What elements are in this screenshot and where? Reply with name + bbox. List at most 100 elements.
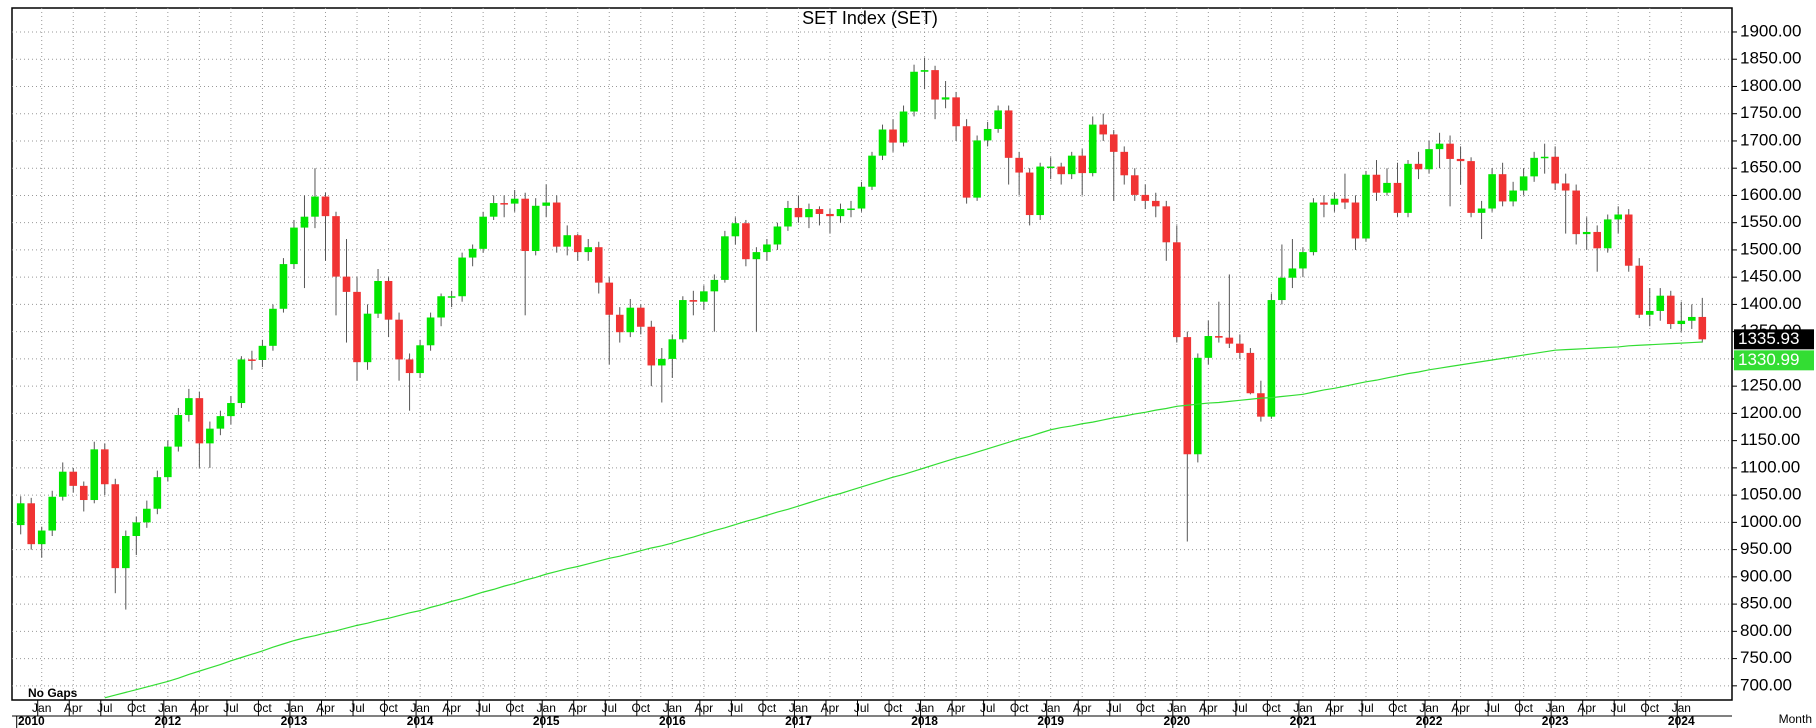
ma-value-box: [1734, 350, 1814, 371]
x-tick-label: Apr: [64, 701, 83, 715]
candle-body: [658, 358, 666, 366]
year-label: 2018: [911, 714, 938, 728]
x-tick-label: Jul: [349, 701, 364, 715]
y-tick-label: 1800.00: [1740, 76, 1801, 95]
x-tick-label: Oct: [127, 701, 146, 715]
candle-body: [69, 471, 78, 486]
candle-body: [636, 307, 645, 327]
candle-body: [1582, 231, 1591, 235]
x-tick-label: Jan: [1545, 701, 1564, 715]
candle-body: [279, 264, 288, 309]
candle-body: [889, 129, 897, 143]
candle-body: [1078, 155, 1087, 174]
x-tick-label: Oct: [631, 701, 650, 715]
candle-body: [1225, 337, 1234, 344]
candle-body: [1404, 163, 1412, 213]
candle-body: [395, 319, 403, 360]
candle-body: [1299, 252, 1307, 269]
candle-body: [1036, 166, 1044, 216]
x-tick-label: Jan: [1167, 701, 1186, 715]
x-tick-label: Jan: [158, 701, 177, 715]
candle-body: [668, 339, 677, 359]
candle-body: [931, 70, 939, 100]
year-label: 2024: [1668, 714, 1695, 728]
y-tick-label: 1550.00: [1740, 212, 1801, 231]
candle-body: [405, 359, 414, 374]
candle-body: [1194, 357, 1202, 455]
x-tick-label: Apr: [1577, 701, 1596, 715]
y-tick-label: 1050.00: [1740, 485, 1801, 504]
candle-body: [1393, 182, 1402, 213]
x-tick-label: Jul: [1106, 701, 1121, 715]
x-tick-label: Jan: [284, 701, 303, 715]
plot-area: [11, 7, 1733, 701]
candle-body: [721, 236, 729, 280]
x-tick-label: Jan: [32, 701, 51, 715]
candle-body: [48, 496, 57, 531]
x-tick-label: Apr: [1325, 701, 1344, 715]
candle-body: [143, 508, 151, 523]
candle-body: [174, 415, 183, 447]
y-tick-label: 850.00: [1740, 594, 1792, 613]
last-price-label: 1335.93: [1738, 329, 1799, 348]
candle-body: [573, 235, 582, 253]
candle-body: [1099, 124, 1108, 135]
candle-body: [742, 223, 750, 260]
x-tick-label: Oct: [1136, 701, 1155, 715]
candle-body: [132, 522, 141, 536]
candle-body: [227, 403, 235, 417]
y-tick-label: 750.00: [1740, 648, 1792, 667]
candle-body: [1120, 151, 1129, 176]
candle-body: [1204, 336, 1213, 358]
candle-body: [1236, 343, 1244, 353]
candle-body: [1666, 295, 1675, 325]
candle-body: [983, 128, 992, 141]
candle-body: [1551, 156, 1559, 184]
candle-body: [1467, 161, 1475, 213]
y-tick-label: 1450.00: [1740, 267, 1801, 286]
candle-body: [237, 359, 246, 404]
year-label: 2021: [1290, 714, 1317, 728]
candle-body: [1246, 352, 1255, 394]
candle-body: [615, 314, 624, 333]
year-label: 2010: [18, 714, 45, 728]
x-tick-label: Oct: [505, 701, 524, 715]
x-tick-label: Jan: [1672, 701, 1691, 715]
x-tick-label: Oct: [1640, 701, 1659, 715]
candle-body: [952, 97, 960, 127]
candle-body: [489, 203, 498, 217]
candle-body: [1656, 295, 1665, 311]
candle-body: [1341, 198, 1349, 203]
candle-body: [195, 398, 204, 444]
candle-body: [374, 280, 382, 314]
chart-title: SET Index (SET): [802, 8, 938, 28]
candle-body: [1603, 219, 1612, 249]
year-label: 2014: [407, 714, 434, 728]
candle-body: [1677, 320, 1686, 325]
candle-body: [1288, 268, 1297, 278]
candle-body: [1561, 183, 1570, 191]
x-tick-label: Jul: [1358, 701, 1373, 715]
x-tick-label: Oct: [758, 701, 777, 715]
candle-body: [185, 398, 193, 416]
candle-body: [153, 477, 162, 509]
year-label: 2013: [281, 714, 308, 728]
candle-body: [1351, 202, 1360, 239]
candle-body: [941, 97, 950, 100]
candle-body: [563, 235, 572, 247]
candle-body: [1173, 242, 1181, 338]
candle-body: [994, 110, 1002, 129]
x-tick-label: Oct: [1514, 701, 1533, 715]
candle-body: [1046, 166, 1055, 169]
candle-body: [1435, 143, 1444, 150]
y-tick-label: 1850.00: [1740, 49, 1801, 68]
candle-body: [342, 276, 351, 292]
x-tick-label: Jul: [854, 701, 869, 715]
x-tick-label: Jul: [602, 701, 617, 715]
y-tick-label: 1600.00: [1740, 185, 1801, 204]
y-tick-label: 1250.00: [1740, 376, 1801, 395]
candle-body: [479, 216, 487, 249]
candle-body: [878, 129, 887, 156]
y-tick-label: 1900.00: [1740, 21, 1801, 40]
